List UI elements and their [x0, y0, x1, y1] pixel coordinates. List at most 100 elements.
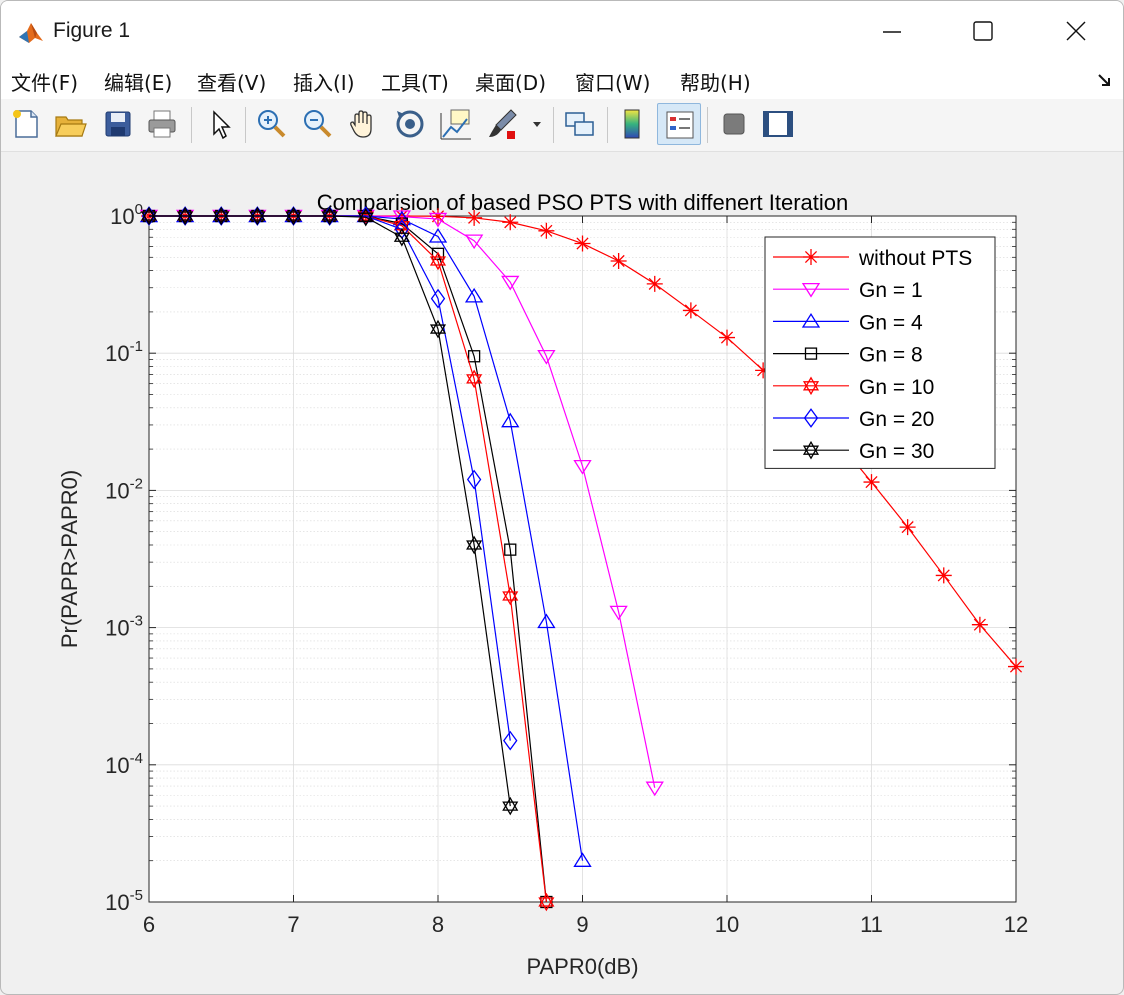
chevron-down-icon: [533, 122, 541, 127]
data-point: [466, 469, 482, 490]
data-point: [1008, 658, 1024, 675]
data-point: [430, 208, 446, 225]
data-point: [501, 412, 520, 428]
legend-entry: Gn = 20: [773, 408, 934, 431]
data-point: [645, 781, 664, 797]
series-7: [140, 206, 519, 816]
new-figure-icon: [13, 110, 38, 138]
data-point: [428, 227, 448, 243]
rotate-3d-button[interactable]: [391, 105, 429, 143]
y-tick-label: 10-3: [105, 613, 143, 641]
legend-icon: [666, 111, 694, 139]
close-button[interactable]: [1031, 7, 1121, 57]
menu-desktop[interactable]: 桌面(D): [475, 71, 547, 95]
data-point: [140, 206, 158, 226]
toolbar-separator: [707, 107, 708, 143]
data-cursor-button[interactable]: [437, 105, 475, 143]
show-plot-tools-button[interactable]: [759, 105, 797, 143]
zoom-out-button[interactable]: [299, 105, 337, 143]
data-point: [538, 222, 555, 239]
data-point: [502, 796, 519, 816]
legend-marker: [803, 249, 819, 265]
data-point: [467, 350, 481, 363]
menu-insert[interactable]: 插入(I): [293, 71, 355, 95]
data-point: [430, 288, 446, 309]
x-tick-label: 8: [432, 912, 444, 937]
legend-entry: without PTS: [773, 247, 972, 270]
legend-button[interactable]: [657, 103, 701, 145]
x-axis: 6 7 8 9 10 11 12: [143, 216, 1028, 937]
zoom-in-button[interactable]: [253, 105, 291, 143]
hide-plot-tools-button[interactable]: [715, 105, 753, 143]
y-tick-label: 100: [110, 201, 143, 229]
minimize-icon: [883, 31, 901, 33]
legend-box: [764, 236, 996, 469]
toolbar-separator: [191, 107, 192, 143]
data-point: [213, 206, 230, 226]
legend-marker: [802, 440, 820, 460]
data-point: [610, 252, 627, 269]
brush-icon: [489, 109, 517, 139]
data-point: [504, 543, 517, 556]
minimize-button[interactable]: [847, 7, 937, 57]
y-axis: 100 10-1 10-2 10-3 10-4 10-5: [105, 201, 1016, 915]
data-point: [501, 275, 520, 291]
data-point: [574, 235, 591, 252]
x-tick-label: 12: [1004, 912, 1028, 937]
legend-entry: Gn = 1: [773, 279, 923, 302]
x-tick-label: 11: [860, 912, 883, 937]
legend-marker: [801, 312, 821, 328]
legend-entry: Gn = 10: [773, 376, 934, 399]
data-point: [177, 206, 194, 226]
print-icon: [148, 110, 176, 138]
data-cursor-icon: [440, 109, 471, 140]
menu-help[interactable]: 帮助(H): [680, 71, 751, 95]
toolbar-separator: [553, 107, 554, 143]
matlab-logo-icon: [17, 19, 45, 47]
legend-marker: [801, 282, 821, 298]
data-point: [863, 474, 880, 491]
dock-arrow-icon[interactable]: [1097, 71, 1113, 87]
print-button[interactable]: [143, 105, 181, 143]
y-tick-label: 10-1: [105, 338, 143, 366]
legend: without PTS Gn = 1 Gn = 4 Gn = 8 Gn = 10 Gn =…: [764, 236, 996, 469]
select-arrow-button[interactable]: [201, 105, 239, 143]
menu-window[interactable]: 窗口(W): [575, 71, 651, 95]
brush-button[interactable]: [483, 105, 521, 143]
menu-file[interactable]: 文件(F): [11, 71, 79, 95]
chart[interactable]: 6 7 8 9 10 11 1210010-110-210-310-410-5Compari…: [5, 152, 1119, 990]
x-tick-label: 7: [287, 912, 299, 937]
data-point: [428, 212, 448, 228]
menu-tools[interactable]: 工具(T): [381, 71, 449, 95]
colorbar-icon: [624, 109, 640, 139]
x-tick-label: 6: [143, 912, 155, 937]
x-tick-label: 9: [576, 912, 588, 937]
legend-label: Gn = 30: [859, 440, 934, 463]
y-tick-label: 10-4: [105, 750, 143, 778]
menu-view[interactable]: 查看(V): [197, 71, 267, 95]
pan-button[interactable]: [345, 105, 383, 143]
legend-marker: [803, 408, 819, 428]
save-button[interactable]: [99, 105, 137, 143]
data-point: [464, 287, 484, 303]
link-plot-button[interactable]: [561, 105, 599, 143]
data-point: [503, 730, 518, 751]
link-plot-icon: [565, 112, 594, 136]
save-icon: [105, 111, 131, 137]
data-point: [431, 247, 445, 260]
y-axis-label: Pr(PAPR>PAPR0): [57, 470, 82, 648]
series-line: [149, 215, 511, 807]
maximize-button[interactable]: [938, 7, 1028, 57]
zoom-out-icon: [304, 110, 332, 138]
rotate-3d-icon: [396, 110, 424, 138]
data-point: [466, 209, 483, 226]
menu-edit[interactable]: 编辑(E): [104, 71, 173, 95]
data-point: [285, 206, 302, 226]
data-point: [646, 275, 663, 292]
new-figure-button[interactable]: [7, 105, 45, 143]
data-point: [502, 214, 519, 231]
brush-dropdown[interactable]: [527, 105, 547, 143]
toolbar-separator: [245, 107, 246, 143]
colorbar-button[interactable]: [613, 105, 651, 143]
open-file-button[interactable]: [51, 105, 89, 143]
